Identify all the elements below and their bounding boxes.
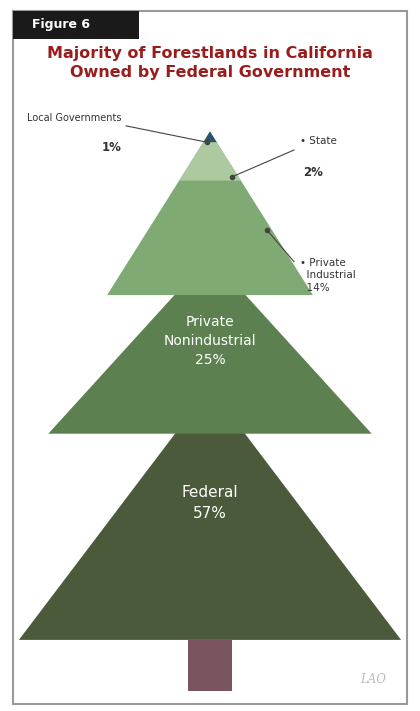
Text: 2%: 2% <box>303 166 323 178</box>
Text: • State: • State <box>300 137 337 146</box>
Polygon shape <box>48 256 372 434</box>
Text: Figure 6: Figure 6 <box>32 18 89 31</box>
Text: LAO: LAO <box>360 673 386 686</box>
Text: Private
Nonindustrial
25%: Private Nonindustrial 25% <box>164 316 256 367</box>
Polygon shape <box>203 132 217 142</box>
Bar <box>13 11 139 39</box>
Text: Local Governments: Local Governments <box>27 113 122 123</box>
Text: 1%: 1% <box>102 141 122 154</box>
Polygon shape <box>107 132 313 295</box>
Text: Majority of Forestlands in California
Owned by Federal Government: Majority of Forestlands in California Ow… <box>47 46 373 80</box>
Text: • Private
  Industrial
  14%: • Private Industrial 14% <box>300 258 356 293</box>
Polygon shape <box>179 132 241 181</box>
Text: Federal
57%: Federal 57% <box>182 485 238 521</box>
Polygon shape <box>188 640 232 691</box>
Polygon shape <box>19 387 401 640</box>
